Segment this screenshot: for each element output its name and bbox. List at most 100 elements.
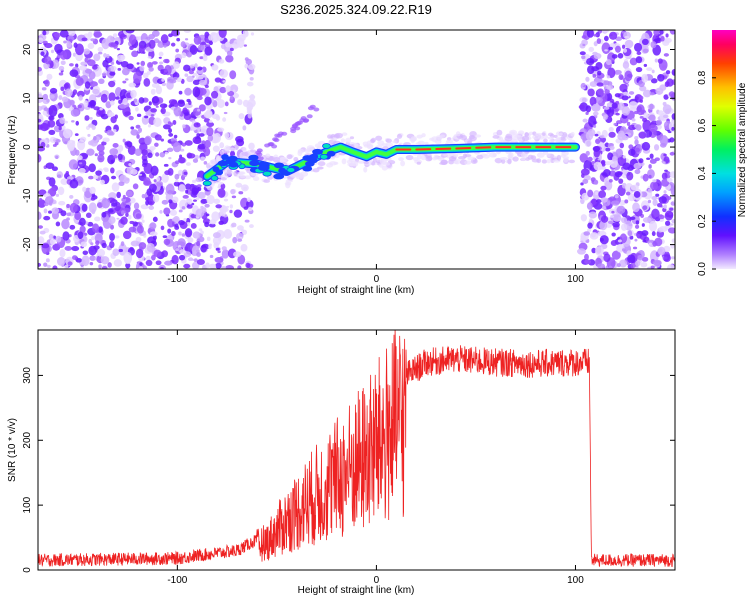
noise-blob [45,162,55,169]
noise-blob [584,259,592,265]
halo-blob [467,156,476,161]
noise-blob [178,254,186,261]
noise-blob [621,248,626,252]
noise-blob [69,63,74,67]
noise-blob [671,68,675,76]
noise-blob [86,148,95,156]
noise-blob [95,240,100,246]
noise-blob [88,71,96,80]
noise-blob [589,96,597,107]
halo-blob [357,160,365,164]
halo-blob [492,153,497,158]
noise-blob [586,30,595,38]
noise-blob [178,90,183,95]
noise-blob [219,142,225,149]
noise-blob [660,36,665,42]
noise-blob [648,124,658,133]
noise-blob [635,56,643,64]
noise-blob [38,211,42,220]
noise-blob [90,242,94,246]
halo-blob [553,134,558,138]
noise-blob [150,88,156,95]
noise-blob [193,122,201,128]
noise-blob [193,199,198,202]
noise-blob [145,110,153,116]
noise-blob [198,104,206,112]
noise-blob [646,67,653,72]
noise-blob [160,107,166,115]
noise-blob [87,221,94,227]
noise-blob [77,155,83,161]
noise-blob [80,61,87,66]
spectrogram-ylabel: Frequency (Hz) [7,116,18,185]
noise-blob [619,83,628,93]
noise-blob [191,179,197,183]
noise-blob [624,199,629,204]
noise-blob [38,37,44,44]
halo-blob [317,140,325,145]
noise-blob [112,129,117,133]
noise-blob [150,108,157,113]
halo-blob [429,137,435,141]
noise-blob [110,167,115,174]
noise-blob [135,213,142,219]
noise-blob [595,191,599,196]
noise-blob [595,138,601,145]
noise-blob [616,205,626,214]
noise-blob [169,122,173,127]
noise-blob [92,88,100,94]
halo-blob [226,169,232,174]
noise-blob [246,110,252,115]
snr-frame [37,329,676,571]
noise-blob [149,231,158,237]
noise-blob [607,67,616,79]
halo-blob [521,135,530,142]
noise-blob [197,191,206,199]
noise-blob [182,124,186,129]
noise-blob [183,171,188,175]
noise-blob [74,133,79,136]
noise-blob [172,196,179,204]
branch-blob [256,152,263,157]
colorbar-gradient [712,30,736,269]
noise-blob [175,248,180,251]
noise-blob [178,110,182,113]
noise-blob [125,190,133,197]
noise-blob [605,59,612,66]
noise-blob [648,174,652,179]
halo-blob [437,136,442,142]
figure-title: S236.2025.324.09.22.R19 [280,2,432,17]
noise-blob [663,190,667,194]
noise-blob [38,236,45,245]
noise-blob [635,66,643,73]
noise-blob [177,100,186,108]
noise-blob [171,254,179,265]
noise-blob [147,62,153,69]
halo-blob [396,133,403,139]
halo-blob [348,156,357,161]
noise-blob [153,249,162,258]
noise-blob [71,246,80,252]
halo-blob [289,173,298,178]
noise-blob [126,141,133,148]
noise-blob [607,81,613,87]
trace-blob [215,169,224,176]
noise-blob [670,186,675,197]
noise-blob [79,225,86,234]
noise-blob [159,210,163,214]
noise-blob [218,30,227,38]
noise-blob [662,114,669,119]
noise-blob [112,248,120,256]
noise-blob [593,161,603,171]
noise-blob [647,188,653,193]
noise-blob [181,233,186,237]
noise-blob [224,101,229,107]
noise-blob [51,207,60,214]
noise-blob [125,262,131,269]
noise-blob [168,156,172,160]
noise-blob [41,87,47,91]
noise-blob [187,237,194,243]
noise-blob [227,90,235,97]
noise-blob [238,236,243,239]
noise-blob [610,239,618,247]
